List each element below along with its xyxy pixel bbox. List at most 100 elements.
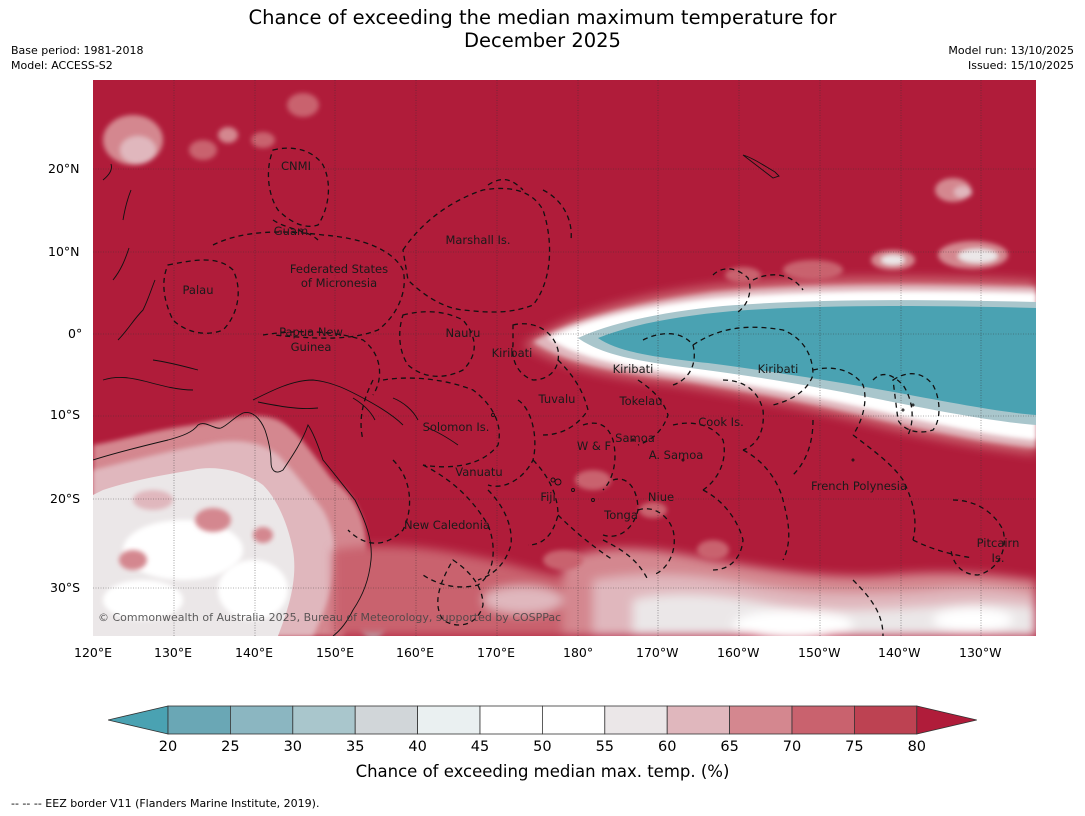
label-solomon: Solomon Is. — [423, 420, 490, 434]
colorbar-tick-label: 35 — [346, 739, 364, 755]
y-tick-10s: 10°S — [50, 407, 81, 422]
colorbar-tick-label: 25 — [221, 739, 239, 755]
region-labels: CNMI Guam Marshall Is. Federated States … — [183, 159, 1020, 565]
colorbar-boxes — [107, 705, 977, 735]
colorbar-segment — [230, 705, 294, 735]
colorbar-label: Chance of exceeding median max. temp. (%… — [355, 762, 730, 781]
title-line-2: December 2025 — [464, 29, 621, 52]
colorbar-tick-label: 75 — [845, 739, 863, 755]
australia-region — [93, 415, 387, 636]
colorbar-ticks: 20 25 30 35 40 45 50 55 60 65 70 75 80 — [159, 739, 926, 755]
model-run: Model run: 13/10/2025 — [948, 44, 1074, 57]
label-fsm-1: Federated States — [290, 262, 388, 276]
label-kiribati-east: Kiribati — [758, 362, 799, 376]
title-line-1: Chance of exceeding the median maximum t… — [248, 6, 837, 29]
map-panel: CNMI Guam Marshall Is. Federated States … — [93, 80, 1036, 636]
coastlines — [93, 154, 915, 636]
label-nauru: Nauru — [446, 326, 481, 340]
colorbar-tick-label: 50 — [533, 739, 551, 755]
colorbar: 20 25 30 35 40 45 50 55 60 65 70 75 80 — [107, 705, 978, 765]
label-tokelau: Tokelau — [619, 394, 663, 408]
label-kiribati-central: Kiribati — [613, 362, 654, 376]
x-tick-150w: 150°W — [798, 645, 841, 660]
colorbar-segment — [354, 705, 418, 735]
colorbar-segment — [791, 705, 855, 735]
colorbar-tick-label: 45 — [471, 739, 489, 755]
label-cook: Cook Is. — [698, 415, 743, 429]
colorbar-segment — [479, 705, 543, 735]
y-tick-10n: 10°N — [48, 244, 80, 259]
label-pitcairn-2: Is. — [991, 551, 1004, 565]
base-period: Base period: 1981-2018 — [11, 44, 144, 57]
copyright-notice: © Commonwealth of Australia 2025, Bureau… — [98, 611, 561, 624]
colorbar-segment — [854, 705, 918, 735]
label-niue: Niue — [648, 490, 674, 504]
x-tick-170e: 170°E — [477, 645, 516, 660]
colorbar-segment — [417, 705, 481, 735]
colorbar-segment — [604, 705, 668, 735]
tropical-light-patches — [543, 470, 729, 570]
label-png-1: Papua New — [279, 325, 343, 339]
y-tick-30s: 30°S — [50, 580, 81, 595]
label-samoa: Samoa — [615, 431, 655, 445]
colorbar-svg: 20 25 30 35 40 45 50 55 60 65 70 75 80 — [107, 705, 977, 755]
colorbar-tick-label: 80 — [908, 739, 926, 755]
colorbar-tick-label: 30 — [284, 739, 302, 755]
label-cnmi: CNMI — [281, 159, 311, 173]
eez-footnote: -- -- -- EEZ border V11 (Flanders Marine… — [11, 797, 320, 810]
issued-date: Issued: 15/10/2025 — [967, 59, 1074, 72]
x-tick-120e: 120°E — [74, 645, 113, 660]
x-tick-130e: 130°E — [154, 645, 193, 660]
label-png-2: Guinea — [291, 340, 332, 354]
south-band — [333, 545, 1036, 636]
x-tick-180: 180° — [563, 645, 594, 660]
y-tick-20s: 20°S — [50, 491, 81, 506]
colorbar-tick-label: 20 — [159, 739, 177, 755]
north-band — [725, 241, 1008, 283]
label-guam: Guam — [274, 224, 308, 238]
colorbar-segment — [729, 705, 793, 735]
label-asamoa: A. Samoa — [649, 448, 704, 462]
colorbar-tick-label: 55 — [596, 739, 614, 755]
label-palau: Palau — [183, 283, 214, 297]
colorbar-tick-label: 60 — [658, 739, 676, 755]
meta-left: Base period: 1981-2018 Model: ACCESS-S2 — [11, 43, 143, 73]
label-fsm-2: of Micronesia — [301, 276, 377, 290]
model-name: Model: ACCESS-S2 — [11, 59, 113, 72]
colorbar-segment — [541, 705, 606, 735]
label-french-polynesia: French Polynesia — [811, 479, 907, 493]
y-tick-0: 0° — [68, 326, 83, 341]
x-tick-170w: 170°W — [636, 645, 679, 660]
label-marshall: Marshall Is. — [445, 233, 510, 247]
x-tick-160e: 160°E — [396, 645, 435, 660]
label-vanuatu: Vanuatu — [455, 465, 502, 479]
label-wf: W & F — [577, 439, 611, 453]
eez-borders — [163, 147, 1005, 636]
equatorial-cool-tongue — [523, 276, 1036, 455]
x-tick-140e: 140°E — [235, 645, 274, 660]
x-tick-140w: 140°W — [878, 645, 921, 660]
label-tonga: Tonga — [603, 508, 638, 522]
label-pitcairn-1: Pitcairn — [977, 536, 1020, 550]
x-tick-160w: 160°W — [717, 645, 760, 660]
x-tick-150e: 150°E — [316, 645, 355, 660]
x-tick-130w: 130°W — [959, 645, 1002, 660]
colorbar-low-arrow — [107, 705, 169, 735]
colorbar-tick-label: 70 — [783, 739, 801, 755]
y-tick-20n: 20°N — [48, 161, 80, 176]
colorbar-segment — [292, 705, 356, 735]
colorbar-tick-label: 65 — [720, 739, 738, 755]
label-fiji: Fiji — [540, 490, 555, 504]
nw-light-patches — [103, 93, 972, 202]
graticule — [93, 80, 1036, 636]
map-title: Chance of exceeding the median maximum t… — [0, 6, 1085, 52]
label-kiribati-west: Kiribati — [492, 346, 533, 360]
meta-right: Model run: 13/10/2025 Issued: 15/10/2025 — [948, 43, 1074, 73]
colorbar-tick-label: 40 — [408, 739, 426, 755]
map-svg: CNMI Guam Marshall Is. Federated States … — [93, 80, 1036, 636]
label-tuvalu: Tuvalu — [538, 392, 576, 406]
label-new-caledonia: New Caledonia — [404, 518, 490, 532]
colorbar-high-arrow — [916, 705, 977, 735]
colorbar-segment — [666, 705, 731, 735]
colorbar-segment — [167, 705, 231, 735]
